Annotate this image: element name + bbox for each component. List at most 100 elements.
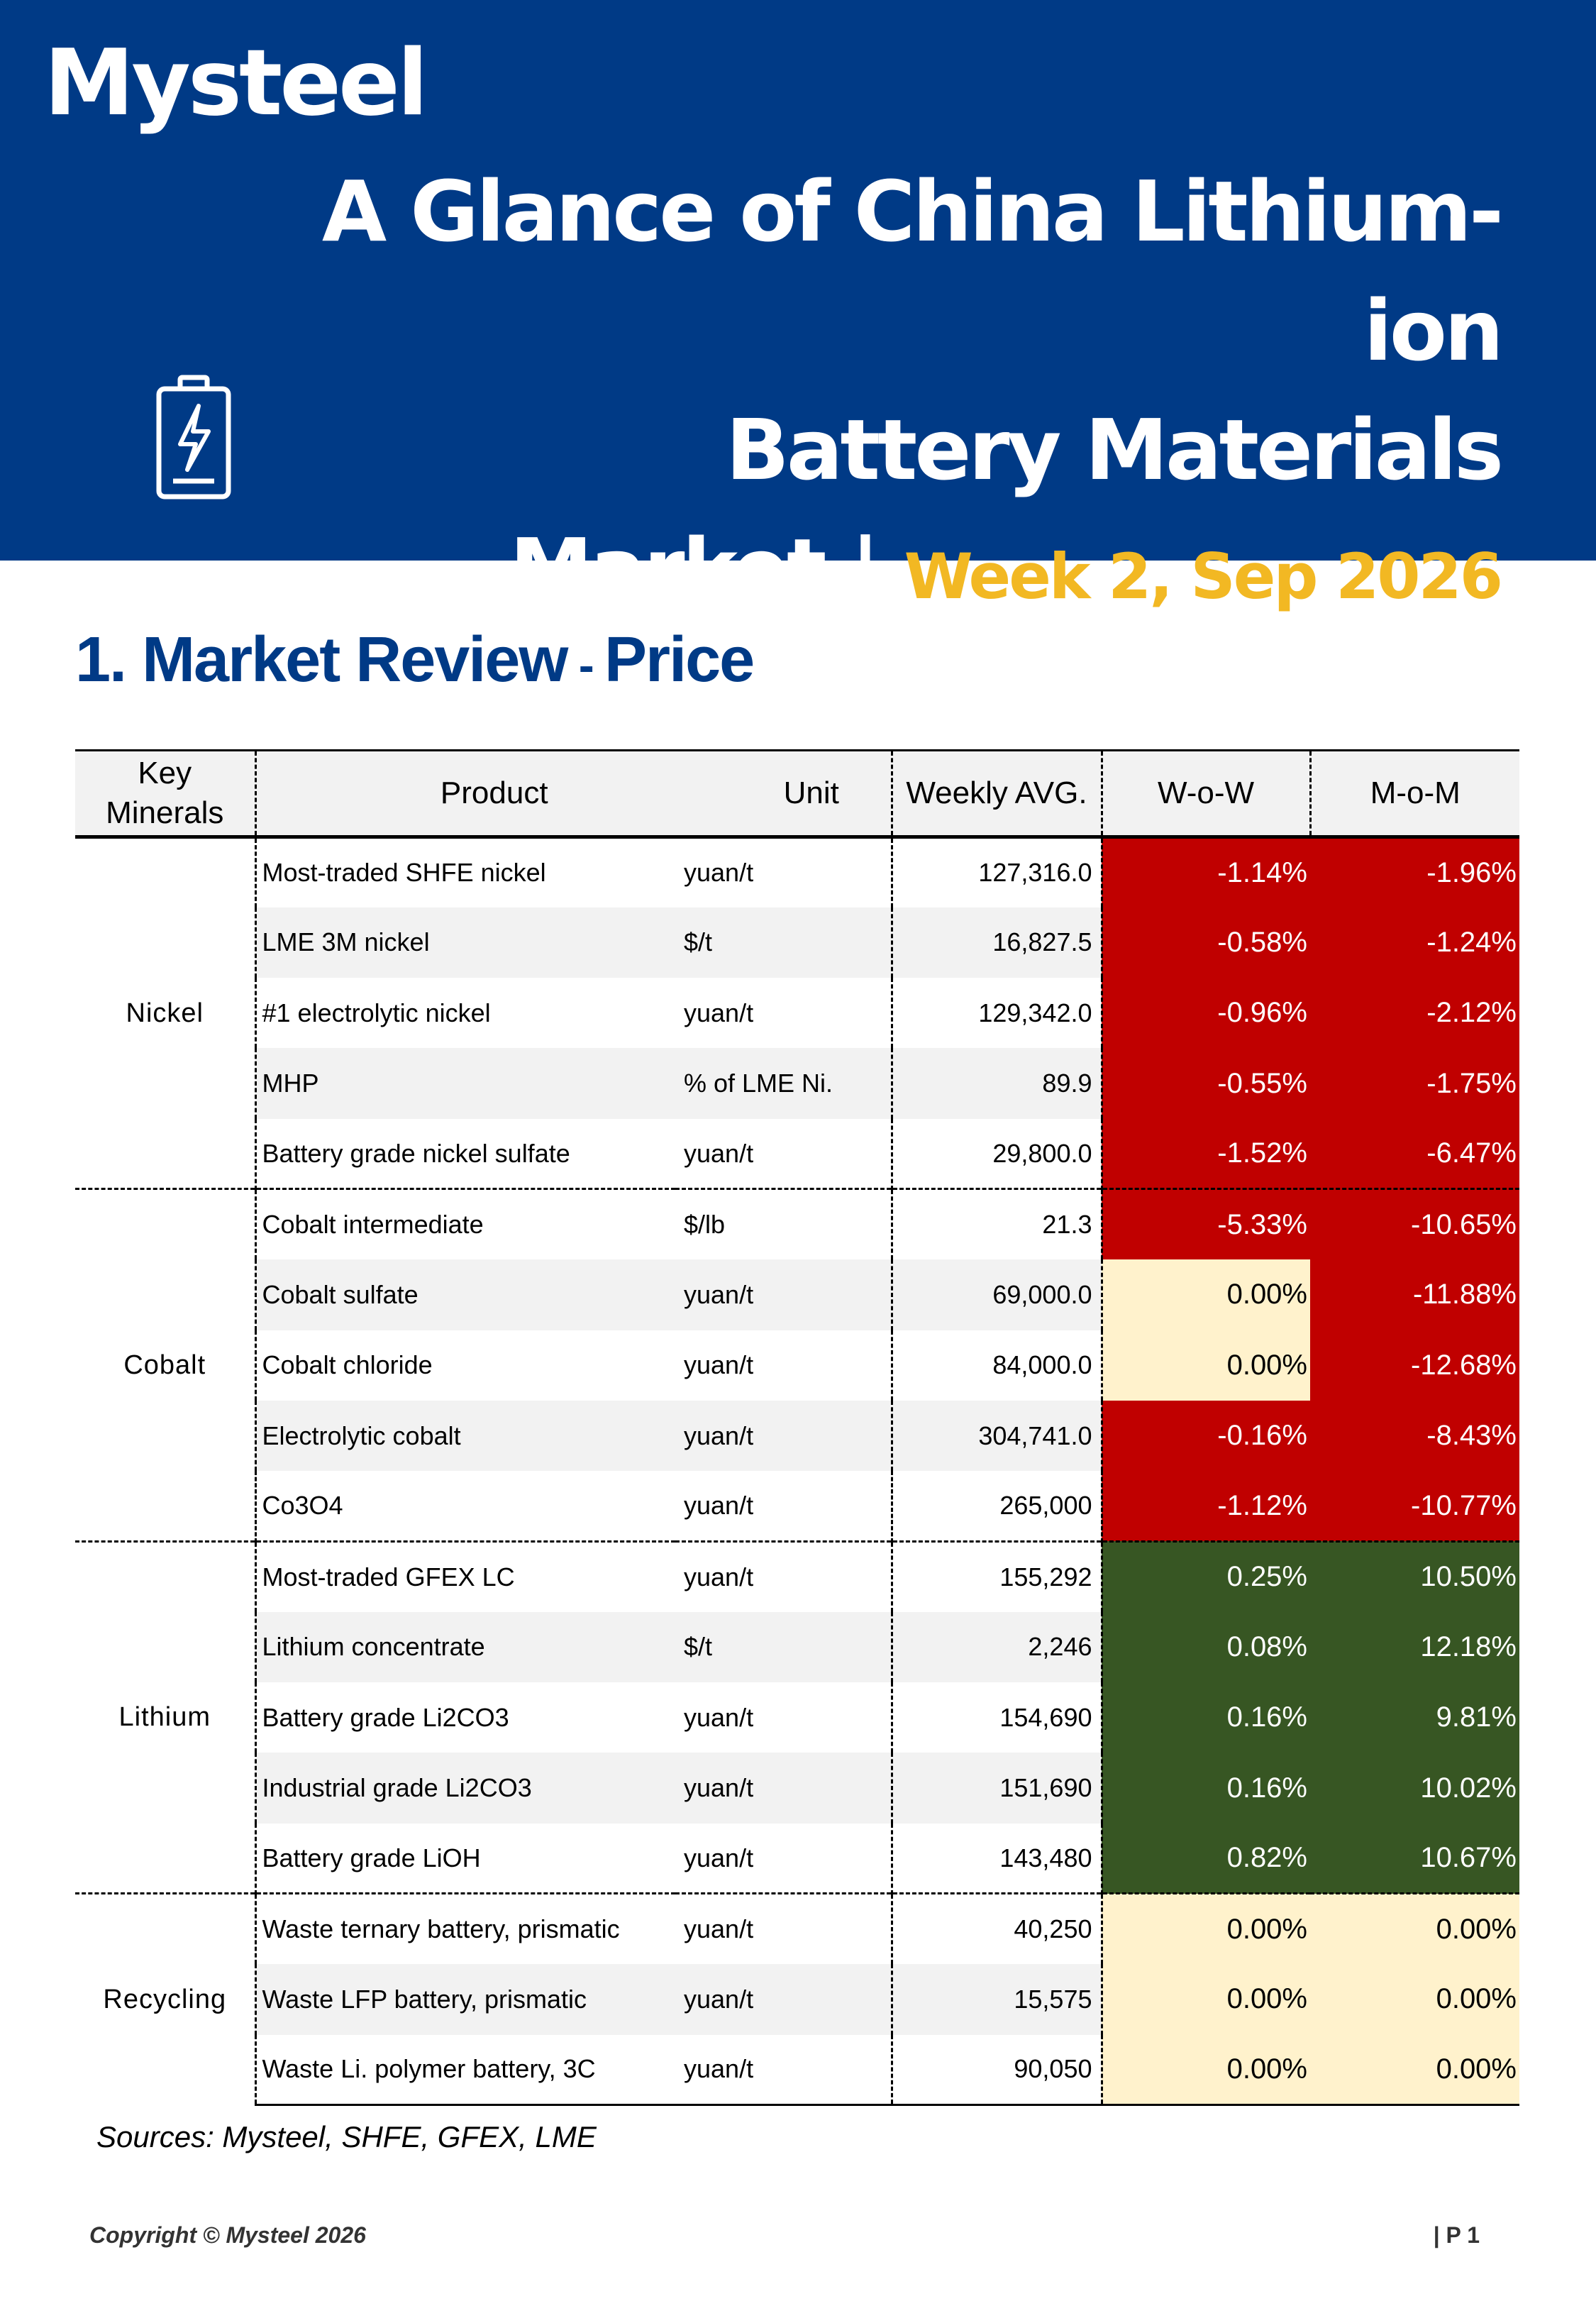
table-row: Battery grade nickel sulfate yuan/t 29,800… [75,1118,1519,1189]
mom-cell: 0.00% [1310,2034,1519,2107]
unit-cell: yuan/t [675,1892,892,1965]
unit-cell: yuan/t [684,1702,754,1732]
mysteel-logo: Mysteel [44,27,428,140]
wow-cell: 0.00% [1100,2034,1310,2107]
wow-cell: -0.16% [1100,1400,1310,1472]
mom-cell: -10.65% [1310,1188,1519,1260]
table-row: Cobalt sulfate yuan/t 69,000.0 0.00% -11.88% [75,1259,1519,1330]
product-cell: Waste LFP battery, prismatic [255,1964,675,2035]
wow-cell: 0.08% [1100,1611,1310,1683]
mom-cell: -11.88% [1310,1259,1519,1330]
weekly-avg-cell: 265,000 [890,1471,1102,1542]
unit-cell: $/lb [675,1188,892,1260]
mom-cell: 0.00% [1310,1964,1519,2035]
header-wow: W-o-W [1100,749,1310,839]
wow-cell: -1.14% [1100,837,1310,907]
weekly-avg-cell: 90,050 [890,2034,1102,2107]
price-table-container: Key Minerals Product Unit Weekly AVG. W-… [75,749,1519,2107]
product-cell: Battery grade Li2CO3 [262,1702,509,1732]
mom-cell: -6.47% [1310,1118,1519,1189]
weekly-avg-cell: 84,000.0 [890,1330,1102,1401]
mom-cell: -1.96% [1310,837,1519,907]
mom-cell: 10.50% [1310,1540,1519,1612]
unit-cell: yuan/t [684,1138,754,1168]
battery-bolt-icon [156,375,231,500]
table-row: Lithium Most-traded GFEX LC yuan/t 155,292 0… [75,1540,1519,1894]
mom-cell: 10.67% [1310,1823,1519,1894]
weekly-avg-cell: 89.9 [890,1048,1102,1119]
report-title: A Glance of China Lithium-ion Battery Ma… [295,152,1504,636]
section-title: 1. Market Review - Price [75,617,755,707]
table-body: Nickel Most-traded SHFE nickel yuan/t 127,3… [75,837,1519,2107]
header-mom: M-o-M [1309,749,1519,839]
unit-cell: yuan/t [675,2034,892,2107]
table-row: Battery grade Li2CO3 yuan/t 154,690 0.16% 9.… [75,1682,1519,1753]
product-cell: Battery grade nickel sulfate [262,1138,570,1168]
mineral-cell: Cobalt [75,1188,257,1542]
wow-cell: 0.00% [1100,1259,1310,1330]
wow-cell: 0.00% [1100,1964,1310,2035]
mineral-cell: Lithium [75,1540,257,1894]
table-row: Cobalt Cobalt intermediate $/lb 21.3 -5.33% -… [75,1188,1519,1542]
table-header-row: Key Minerals Product Unit Weekly AVG. W-… [75,749,1519,839]
unit-cell: $/t [675,907,892,978]
table-row: Industrial grade Li2CO3 yuan/t 151,690 0.16… [75,1753,1519,1824]
section-dash: - [567,639,605,691]
unit-cell: $/t [675,1611,892,1683]
header-banner: Mysteel A Glance of China Lithium-ion Ba… [0,0,1596,618]
table-row: Electrolytic cobalt yuan/t 304,741.0 -0.16%… [75,1400,1519,1472]
product-cell: Most-traded SHFE nickel [262,858,546,888]
weekly-avg-cell: 143,480 [890,1823,1102,1894]
mom-cell: 9.81% [1310,1682,1519,1753]
product-cell: LME 3M nickel [255,907,675,978]
header-weekly-avg: Weekly AVG. [890,749,1102,839]
section-subtitle: Price [604,624,755,695]
table-row: Cobalt chloride yuan/t 84,000.0 0.00% -12.68… [75,1330,1519,1401]
weekly-avg-cell: 21.3 [890,1188,1102,1260]
unit-cell: yuan/t [684,858,754,888]
wow-cell: 0.82% [1100,1823,1310,1894]
product-cell: Most-traded GFEX LC [255,1540,675,1612]
wow-cell: -0.58% [1100,907,1310,978]
title-market: Market | [509,520,880,618]
mineral-cell: Nickel [75,837,257,1189]
table-row: Nickel Most-traded SHFE nickel yuan/t 127,3… [75,837,1519,1189]
wow-cell: -5.33% [1100,1188,1310,1260]
product-cell: Battery grade LiOH [262,1843,481,1872]
wow-cell: -0.96% [1100,978,1310,1049]
product-cell: Cobalt intermediate [255,1188,675,1260]
week-label: Week 2, Sep 2026 [904,540,1503,613]
header-unit: Unit [675,749,892,839]
title-line-3: Market | Week 2, Sep 2026 [295,509,1503,636]
product-cell: Cobalt chloride [262,1350,433,1380]
product-cell: #1 electrolytic nickel [262,998,491,1027]
product-cell: Cobalt sulfate [255,1259,675,1330]
section-heading: 1. Market Review [75,624,568,695]
weekly-avg-cell: 151,690 [890,1753,1102,1824]
table-row: LME 3M nickel $/t 16,827.5 -0.58% -1.24% [75,907,1519,978]
mineral-cell: Recycling [75,1892,257,2105]
weekly-avg-cell: 16,827.5 [890,907,1102,978]
weekly-avg-cell: 155,292 [890,1540,1102,1612]
product-cell: Electrolytic cobalt [255,1400,675,1472]
unit-cell: yuan/t [675,1753,892,1824]
logo-text: Mysteel [44,31,428,136]
table-row: #1 electrolytic nickel yuan/t 129,342.0 -0.… [75,978,1519,1049]
header-product: Product [254,749,675,839]
mom-cell: -2.12% [1310,978,1519,1049]
unit-cell: yuan/t [675,1259,892,1330]
mom-cell: -10.77% [1310,1471,1519,1542]
wow-cell: 0.16% [1100,1753,1310,1824]
product-cell: Lithium concentrate [255,1611,675,1683]
title-line-1: A Glance of China Lithium-ion [321,162,1504,380]
table-row: MHP% of LME Ni. 89.9 -0.55% -1.75% [75,1048,1519,1119]
weekly-avg-cell: 127,316.0 [890,837,1102,907]
weekly-avg-cell: 304,741.0 [890,1400,1102,1472]
unit-cell: yuan/t [675,1540,892,1612]
price-table: Key Minerals Product Unit Weekly AVG. W-… [75,749,1519,2107]
unit-cell: yuan/t [684,1491,754,1521]
product-cell: MHP [255,1048,675,1119]
weekly-avg-cell: 154,690 [890,1682,1102,1753]
header-key-minerals: Key Minerals [75,749,255,839]
table-row: Recycling Waste ternary battery, prismati… [75,1892,1519,2105]
